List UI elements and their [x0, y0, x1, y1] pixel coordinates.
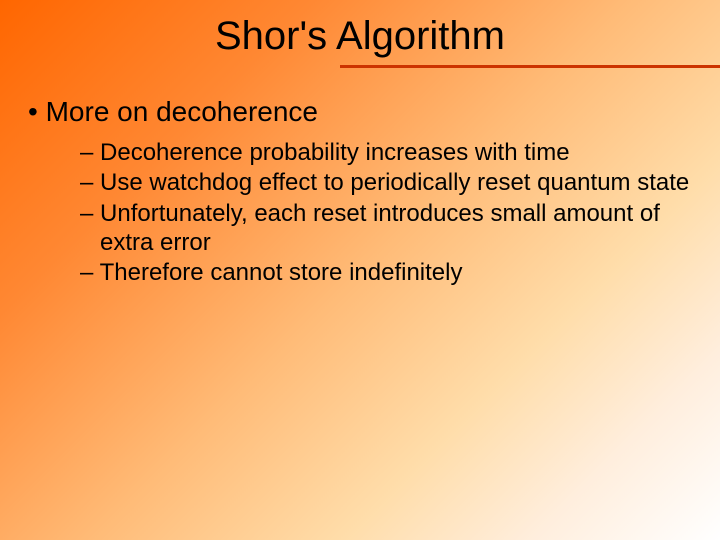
title-container: Shor's Algorithm: [0, 14, 720, 59]
sub-bullet-list: Decoherence probability increases with t…: [28, 138, 692, 287]
slide: Shor's Algorithm More on decoherence Dec…: [0, 0, 720, 540]
bullet-level2: Use watchdog effect to periodically rese…: [80, 168, 692, 197]
slide-title: Shor's Algorithm: [0, 14, 720, 59]
bullet-level2: Unfortunately, each reset introduces sma…: [80, 199, 692, 258]
bullet-level2: Decoherence probability increases with t…: [80, 138, 692, 167]
bullet-level1: More on decoherence: [28, 96, 692, 128]
content-area: More on decoherence Decoherence probabil…: [28, 96, 692, 288]
title-underline: [340, 65, 720, 68]
bullet-level2: Therefore cannot store indefinitely: [80, 258, 692, 287]
